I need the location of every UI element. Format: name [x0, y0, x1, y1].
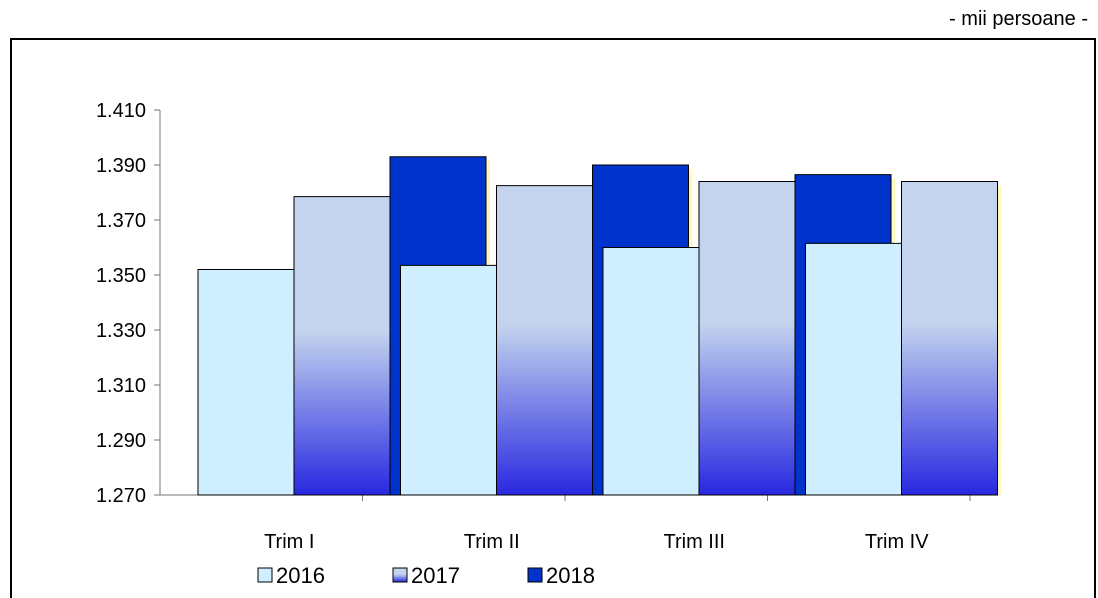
bar-2017 — [901, 181, 998, 496]
y-tick-label: 1.330 — [96, 320, 146, 342]
y-tick-label: 1.270 — [96, 485, 146, 507]
x-category-label: Trim IV — [865, 531, 929, 553]
legend-swatch — [392, 567, 408, 583]
x-category-label: Trim III — [664, 531, 725, 553]
y-axis: 1.270 1.290 1.310 1.330 1.350 1.370 1.390 1.410 — [96, 100, 161, 507]
chart-frame — [10, 38, 1096, 598]
legend-label: 2018 — [546, 563, 595, 585]
x-category-label: Trim II — [464, 531, 520, 553]
bar-chart: 1.270 1.290 1.310 1.330 1.350 1.370 1.390 1.410… — [96, 100, 1002, 585]
y-tick-label: 1.290 — [96, 430, 146, 452]
bar-2016 — [805, 242, 902, 496]
legend: 2016 2017 2018 — [257, 563, 595, 585]
bar-2017 — [293, 196, 391, 496]
legend-swatch — [527, 567, 543, 583]
legend-label: 2017 — [411, 563, 460, 585]
x-axis: Trim I Trim II Trim III Trim IV — [160, 494, 971, 553]
x-category-label: Trim I — [264, 531, 314, 553]
unit-note: - mii persoane - — [949, 8, 1088, 30]
bar-2016 — [602, 247, 700, 496]
bar-2016 — [400, 264, 497, 496]
bar-2017 — [496, 185, 593, 496]
legend-swatch — [257, 567, 273, 583]
bar-2016 — [197, 269, 295, 496]
y-tick-label: 1.410 — [96, 100, 146, 122]
y-tick-label: 1.390 — [96, 155, 146, 177]
y-tick-label: 1.310 — [96, 375, 146, 397]
legend-label: 2016 — [276, 563, 325, 585]
y-tick-label: 1.350 — [96, 265, 146, 287]
y-tick-label: 1.370 — [96, 210, 146, 232]
bar-2017 — [698, 181, 796, 496]
bars — [197, 156, 1002, 496]
